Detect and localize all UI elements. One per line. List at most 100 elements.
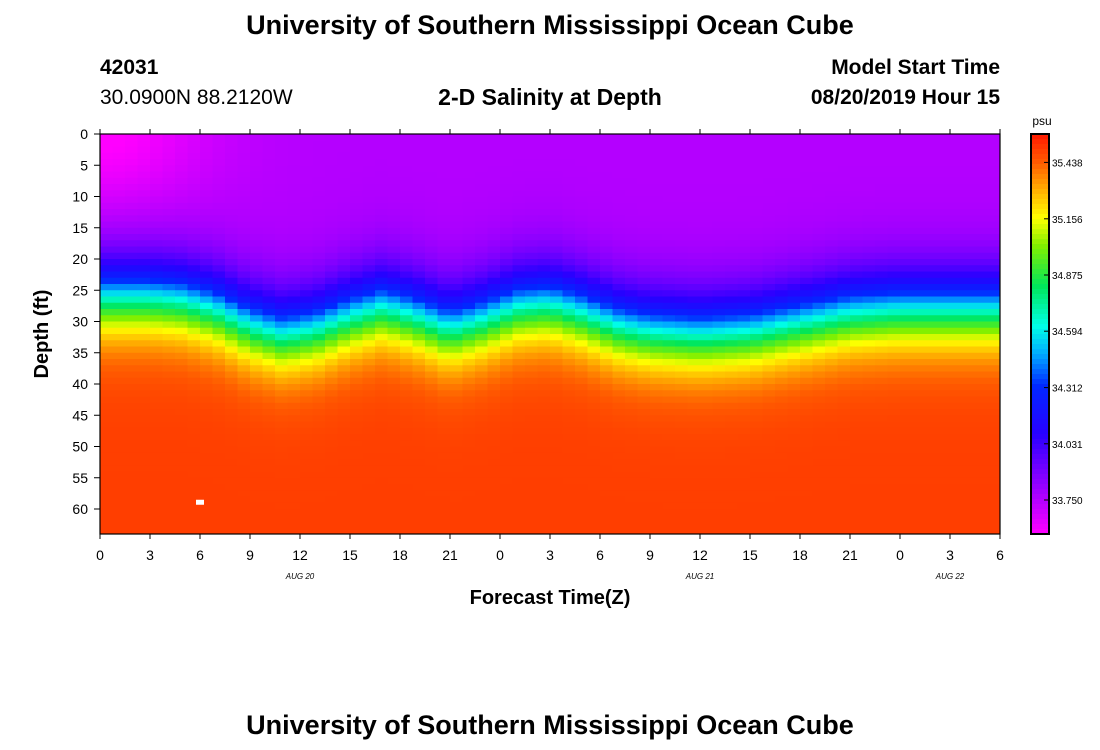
colorbar-segment <box>1031 364 1049 370</box>
heat-cell <box>300 365 314 373</box>
heat-cell <box>575 327 589 335</box>
heat-cell <box>262 265 276 273</box>
heat-cell <box>262 134 276 141</box>
heat-cell <box>975 277 989 285</box>
heat-cell <box>550 234 564 241</box>
heat-cell <box>125 509 139 516</box>
heat-cell <box>850 502 864 510</box>
heat-cell <box>712 352 726 360</box>
heat-cell <box>325 527 339 534</box>
heat-cell <box>175 409 189 416</box>
heat-cell <box>362 440 376 448</box>
heat-cell <box>362 234 376 241</box>
heat-cell <box>812 415 826 423</box>
heat-cell <box>200 309 214 316</box>
heat-cell <box>212 277 226 285</box>
heat-cell <box>287 259 301 266</box>
heat-cell <box>712 221 726 229</box>
heat-cell <box>375 152 389 160</box>
heat-cell <box>250 415 264 423</box>
heat-cell <box>462 352 476 360</box>
heat-cell <box>800 277 814 285</box>
heat-cell <box>912 184 926 191</box>
heat-cell <box>750 227 764 235</box>
heat-cell <box>712 465 726 473</box>
heat-cell <box>450 496 464 504</box>
heat-cell <box>487 402 501 410</box>
heat-cell <box>537 140 551 148</box>
heat-cell <box>462 409 476 416</box>
heat-cell <box>950 365 964 373</box>
heat-cell <box>337 209 351 216</box>
heat-cell <box>625 334 639 341</box>
heat-cell <box>737 171 751 179</box>
heat-cell <box>762 409 776 416</box>
heat-cell <box>600 415 614 423</box>
heat-cell <box>237 165 251 173</box>
heat-cell <box>562 434 576 441</box>
heat-cell <box>862 202 876 210</box>
heat-cell <box>662 171 676 179</box>
heat-cell <box>375 371 389 379</box>
heat-cell <box>362 209 376 216</box>
heat-cell <box>675 490 689 498</box>
heat-cell <box>112 484 126 491</box>
heat-cell <box>375 277 389 285</box>
heat-cell <box>625 377 639 385</box>
heat-cell <box>362 365 376 373</box>
heat-cell <box>537 190 551 198</box>
heat-cell <box>112 134 126 141</box>
heat-cell <box>925 190 939 198</box>
colorbar-segment <box>1031 509 1049 515</box>
heat-cell <box>350 427 364 435</box>
heat-cell <box>537 265 551 273</box>
heat-cell <box>875 227 889 235</box>
heat-cell <box>125 259 139 266</box>
heat-cell <box>175 377 189 385</box>
heat-cell <box>887 321 901 329</box>
heat-cell <box>237 152 251 160</box>
heat-cell <box>250 321 264 329</box>
heat-cell <box>450 334 464 341</box>
heat-cell <box>700 171 714 179</box>
heat-cell <box>637 340 651 348</box>
x-tick-label: 3 <box>546 547 554 563</box>
heat-cell <box>925 290 939 298</box>
heat-cell <box>912 490 926 498</box>
heat-cell <box>875 334 889 341</box>
heat-cell <box>112 427 126 435</box>
heat-cell <box>287 509 301 516</box>
heat-cell <box>187 452 201 460</box>
heat-cell <box>762 277 776 285</box>
heat-cell <box>650 390 664 398</box>
heat-cell <box>225 215 239 223</box>
heat-cell <box>787 490 801 498</box>
heat-cell <box>712 234 726 241</box>
heat-cell <box>850 246 864 254</box>
heat-cell <box>125 434 139 441</box>
heat-cell <box>550 490 564 498</box>
heat-cell <box>787 202 801 210</box>
heat-cell <box>975 352 989 360</box>
heat-cell <box>950 527 964 534</box>
heat-cell <box>225 140 239 148</box>
heat-cell <box>112 171 126 179</box>
heat-cell <box>562 352 576 360</box>
heat-cell <box>275 221 289 229</box>
heat-cell <box>787 146 801 154</box>
heat-cell <box>250 509 264 516</box>
heat-cell <box>175 496 189 504</box>
heat-cell <box>937 321 951 329</box>
heat-cell <box>200 271 214 279</box>
heat-cell <box>100 371 114 379</box>
heat-cell <box>775 196 789 204</box>
heat-cell <box>337 334 351 341</box>
heat-cell <box>450 209 464 216</box>
heat-cell <box>325 140 339 148</box>
heat-cell <box>175 190 189 198</box>
heat-cell <box>387 190 401 198</box>
heat-cell <box>412 296 426 304</box>
heat-cell <box>775 459 789 466</box>
heat-cell <box>137 446 151 454</box>
heat-cell <box>600 265 614 273</box>
